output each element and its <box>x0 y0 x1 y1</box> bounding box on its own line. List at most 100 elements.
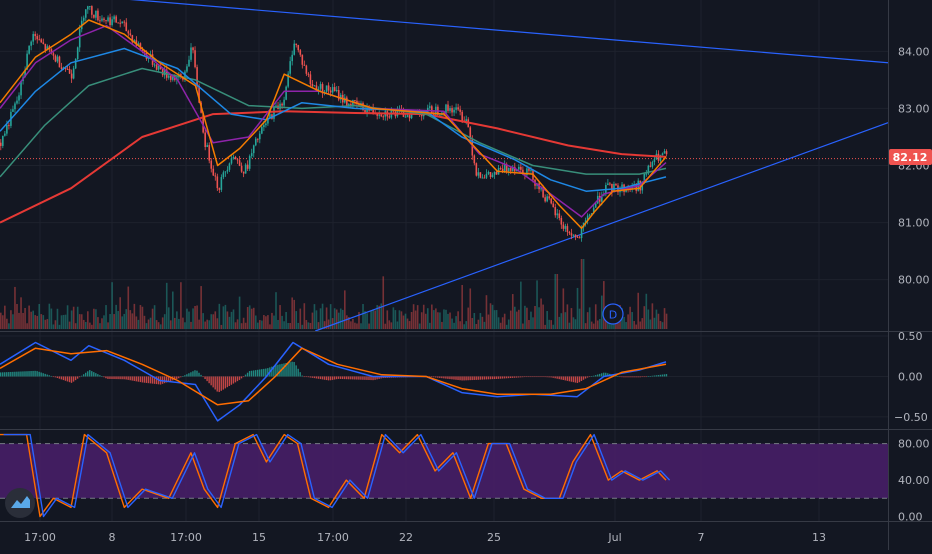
volume-bar <box>218 303 221 329</box>
volume-bar <box>406 318 409 329</box>
macd-histogram-bar <box>443 376 445 379</box>
macd-histogram-bar <box>165 376 168 383</box>
candle-body <box>661 153 664 156</box>
macd-histogram-bar <box>576 376 579 384</box>
candle-body <box>16 100 18 104</box>
candle-body <box>495 171 498 175</box>
volume-bar <box>20 297 22 329</box>
dividend-marker-circle[interactable] <box>602 303 624 325</box>
macd-histogram-bar <box>505 376 508 379</box>
candle-body <box>109 17 111 26</box>
volume-bar <box>479 313 482 329</box>
volume-bar <box>101 318 103 329</box>
volume-bar <box>451 318 453 329</box>
volume-bar <box>398 310 401 329</box>
candle-body <box>473 155 476 164</box>
volume-bar <box>594 304 597 329</box>
candle-body <box>481 177 484 179</box>
macd-histogram-bar <box>619 376 621 378</box>
macd-histogram-bar <box>169 376 172 382</box>
volume-bar <box>228 316 231 329</box>
volume-bar <box>469 288 472 329</box>
volume-bar <box>580 259 583 329</box>
macd-histogram-bar <box>125 376 127 380</box>
volume-bar <box>568 322 571 329</box>
volume-bar <box>627 314 629 329</box>
macd-histogram-bar <box>536 376 538 378</box>
macd-histogram-bar <box>366 376 368 380</box>
volume-bar <box>598 318 601 329</box>
candle-body <box>522 169 524 174</box>
volume-bar <box>52 324 55 329</box>
macd-histogram-bar <box>590 376 593 377</box>
volume-bar <box>74 323 77 329</box>
volume-bar <box>212 314 215 329</box>
macd-histogram-bar <box>250 370 253 377</box>
macd-histogram-bar <box>285 363 287 377</box>
volume-bar <box>337 312 340 329</box>
tradingview-logo[interactable] <box>5 488 35 518</box>
volume-bar <box>155 320 158 329</box>
macd-histogram-bar <box>139 376 142 383</box>
volume-bar <box>653 317 656 329</box>
macd-histogram-bar <box>70 376 73 383</box>
candle-body <box>155 64 158 70</box>
candle-body <box>259 133 261 140</box>
macd-histogram-bar <box>558 376 560 380</box>
volume-bar <box>24 307 26 329</box>
macd-histogram-bar <box>10 371 12 377</box>
candle-body <box>321 84 324 94</box>
macd-histogram-bar <box>137 376 140 382</box>
candle-body <box>503 164 506 173</box>
macd-histogram-bar <box>265 368 267 377</box>
volume-bar <box>80 314 83 329</box>
volume-bar <box>420 312 423 329</box>
volume-bar <box>426 308 429 329</box>
macd-histogram-bar <box>364 376 366 380</box>
macd-histogram-bar <box>297 368 299 377</box>
volume-bar <box>507 319 510 329</box>
trendline-support[interactable] <box>315 122 889 332</box>
volume-bar <box>161 317 164 329</box>
candle-body <box>299 50 302 55</box>
volume-bar <box>327 319 330 329</box>
volume-bar <box>50 308 53 329</box>
volume-bar <box>536 280 538 329</box>
macd-histogram-bar <box>428 376 431 378</box>
candle-body <box>501 168 504 173</box>
macd-histogram-bar <box>107 376 109 379</box>
macd-histogram-bar <box>538 376 540 378</box>
macd-pane[interactable] <box>0 341 668 422</box>
candle-body <box>354 100 356 102</box>
candle-body <box>443 112 445 114</box>
macd-histogram-bar <box>534 376 536 378</box>
candle-body <box>507 167 510 171</box>
candle-body <box>382 116 385 118</box>
candle-body <box>194 50 196 68</box>
candle-body <box>242 171 245 174</box>
candle-body <box>99 20 101 22</box>
macd-histogram-bar <box>623 376 625 378</box>
candle-body <box>295 43 298 46</box>
volume-bar <box>447 313 449 329</box>
macd-histogram-bar <box>119 376 121 380</box>
rsi-pane[interactable] <box>0 433 888 518</box>
macd-histogram-bar <box>66 376 69 382</box>
macd-histogram-bar <box>256 369 259 377</box>
candle-body <box>315 85 318 92</box>
dividend-marker[interactable]: D <box>602 303 624 325</box>
candle-body <box>649 165 652 167</box>
volume-bar <box>206 319 209 329</box>
candle-body <box>301 54 304 65</box>
candle-body <box>615 183 617 186</box>
macd-histogram-bar <box>663 374 666 377</box>
macd-histogram-bar <box>605 372 607 377</box>
volume-bar <box>6 318 8 329</box>
volume-bar <box>445 309 447 329</box>
candle-body <box>346 97 348 107</box>
trendline-resistance[interactable] <box>0 0 889 64</box>
candle-body <box>337 90 340 100</box>
